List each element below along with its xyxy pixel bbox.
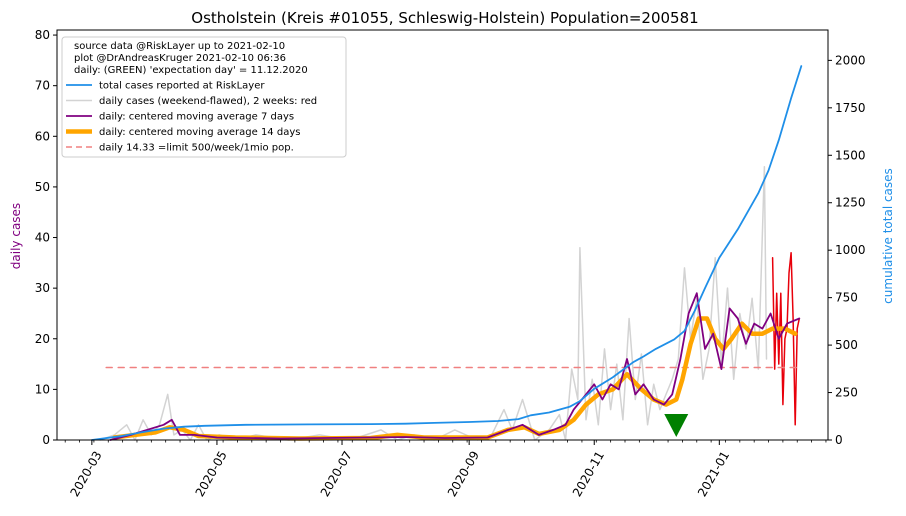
right-y-tick-label: 750: [835, 291, 858, 305]
x-tick-label: 2020-05: [193, 449, 230, 499]
x-tick-label: 2020-09: [445, 449, 482, 499]
legend: source data @RiskLayer up to 2021-02-10p…: [61, 36, 347, 158]
series-moving-average-7: [109, 292, 801, 441]
series-total-cases: [91, 65, 803, 441]
left-y-tick-label: 70: [35, 79, 50, 93]
x-tick-label: 2020-11: [570, 449, 607, 499]
legend-entry-label: total cases reported at RiskLayer: [99, 81, 265, 92]
left-y-tick-label: 0: [42, 433, 50, 447]
legend-entry-label: daily: centered moving average 7 days: [99, 112, 294, 123]
legend-entry-label: daily: centered moving average 14 days: [99, 127, 300, 138]
series-daily-cases: [99, 165, 768, 441]
right-y-tick-label: 2000: [835, 53, 866, 67]
legend-entry-label: daily 14.33 =limit 500/week/1mio pop.: [99, 143, 294, 154]
right-y-tick-label: 1250: [835, 196, 866, 210]
legend-entry-label: daily cases (weekend-flawed), 2 weeks: r…: [99, 96, 317, 107]
legend-header-line: plot @DrAndreasKruger 2021-02-10 06:36: [74, 53, 286, 64]
left-y-tick-label: 30: [35, 281, 50, 295]
x-tick-label: 2020-03: [68, 449, 105, 499]
expectation-day-marker: [664, 414, 689, 437]
series-daily-cases-recent: [771, 251, 801, 426]
left-y-tick-label: 10: [35, 382, 50, 396]
right-y-tick-label: 250: [835, 386, 858, 400]
right-y-tick-label: 1750: [835, 101, 866, 115]
left-y-tick-label: 80: [35, 28, 50, 42]
legend-header-line: daily: (GREEN) 'expectation day' = 11.12…: [74, 65, 308, 76]
left-y-tick-label: 50: [35, 180, 50, 194]
right-y-tick-label: 500: [835, 338, 858, 352]
right-y-tick-label: 1500: [835, 148, 866, 162]
left-y-axis-label: daily cases: [9, 203, 23, 269]
chart-title: Ostholstein (Kreis #01055, Schleswig-Hol…: [191, 9, 698, 27]
legend-box: [61, 36, 347, 158]
legend-header-line: source data @RiskLayer up to 2021-02-10: [74, 41, 285, 52]
right-y-tick-label: 1000: [835, 243, 866, 257]
left-y-tick-label: 40: [35, 231, 50, 245]
right-y-axis-label: cumulative total cases: [881, 168, 895, 304]
left-y-tick-label: 60: [35, 129, 50, 143]
left-y-tick-label: 20: [35, 332, 50, 346]
x-tick-label: 2021-01: [695, 449, 732, 499]
right-y-tick-label: 0: [835, 433, 843, 447]
plot-frame: [56, 29, 829, 441]
x-tick-label: 2020-07: [318, 449, 355, 499]
